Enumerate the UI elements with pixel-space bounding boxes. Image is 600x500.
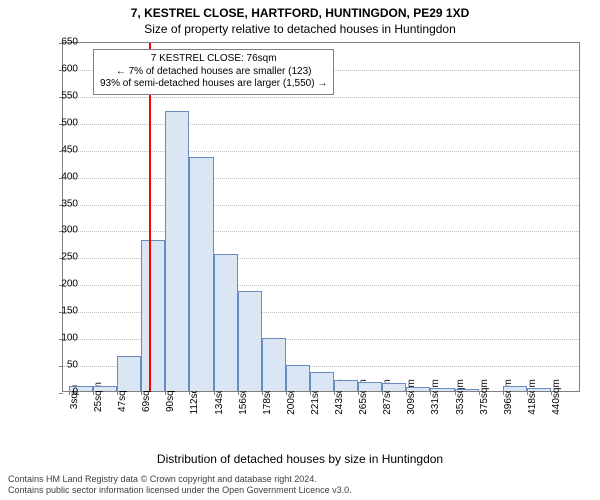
chart-container: 7, KESTREL CLOSE, HARTFORD, HUNTINGDON, … <box>0 0 600 500</box>
histogram-bar <box>165 111 189 391</box>
y-tick-label: 400 <box>50 171 78 182</box>
histogram-bar <box>262 338 286 391</box>
histogram-bar <box>117 356 141 391</box>
histogram-bar <box>406 387 430 391</box>
y-tick-label: 200 <box>50 279 78 290</box>
callout-box: 7 KESTREL CLOSE: 76sqm ← 7% of detached … <box>93 49 334 95</box>
footer-line1: Contains HM Land Registry data © Crown c… <box>8 474 592 485</box>
x-tick-label: 418sqm <box>527 379 538 415</box>
histogram-bar <box>93 386 117 391</box>
histogram-bar <box>238 291 262 391</box>
callout-line1: 7 KESTREL CLOSE: 76sqm <box>100 53 327 66</box>
gridline <box>63 124 579 125</box>
y-tick-label: 450 <box>50 144 78 155</box>
x-axis-label: Distribution of detached houses by size … <box>0 452 600 466</box>
histogram-bar <box>310 372 334 391</box>
callout-line2: ← 7% of detached houses are smaller (123… <box>100 66 327 79</box>
gridline <box>63 151 579 152</box>
x-tick-label: 396sqm <box>503 379 514 415</box>
y-tick-label: 150 <box>50 306 78 317</box>
histogram-bar <box>286 365 310 391</box>
y-tick-label: 550 <box>50 90 78 101</box>
x-tick-label: 309sqm <box>406 379 417 415</box>
x-tick-label: 353sqm <box>455 379 466 415</box>
footer-line2: Contains public sector information licen… <box>8 485 592 496</box>
gridline <box>63 178 579 179</box>
plot-area: 3sqm25sqm47sqm69sqm90sqm112sqm134sqm156s… <box>62 42 580 392</box>
histogram-bar <box>455 389 479 391</box>
y-tick-label: 100 <box>50 333 78 344</box>
histogram-bar <box>382 383 406 391</box>
y-tick-label: 300 <box>50 225 78 236</box>
chart-title-line1: 7, KESTREL CLOSE, HARTFORD, HUNTINGDON, … <box>0 6 600 20</box>
histogram-bar <box>214 254 238 391</box>
y-tick-label: 350 <box>50 198 78 209</box>
histogram-bar <box>141 240 165 391</box>
y-tick-label: 500 <box>50 117 78 128</box>
footer: Contains HM Land Registry data © Crown c… <box>8 474 592 496</box>
histogram-bar <box>503 386 527 391</box>
gridline <box>63 231 579 232</box>
x-tick-label: 440sqm <box>551 379 562 415</box>
y-tick-label: 250 <box>50 252 78 263</box>
gridline <box>63 205 579 206</box>
y-tick-label: 600 <box>50 63 78 74</box>
y-tick-label: 650 <box>50 37 78 48</box>
x-tick-label: 331sqm <box>430 379 441 415</box>
gridline <box>63 97 579 98</box>
histogram-bar <box>358 382 382 391</box>
x-tick-label: 375sqm <box>479 379 490 415</box>
y-tick-label: 50 <box>50 360 78 371</box>
callout-line3: 93% of semi-detached houses are larger (… <box>100 78 327 91</box>
chart-title-line2: Size of property relative to detached ho… <box>0 22 600 36</box>
histogram-bar <box>334 380 358 391</box>
histogram-bar <box>430 388 454 391</box>
marker-line <box>149 43 151 391</box>
histogram-bar <box>189 157 213 391</box>
y-tick-label: 0 <box>50 387 78 398</box>
histogram-bar <box>527 388 551 391</box>
